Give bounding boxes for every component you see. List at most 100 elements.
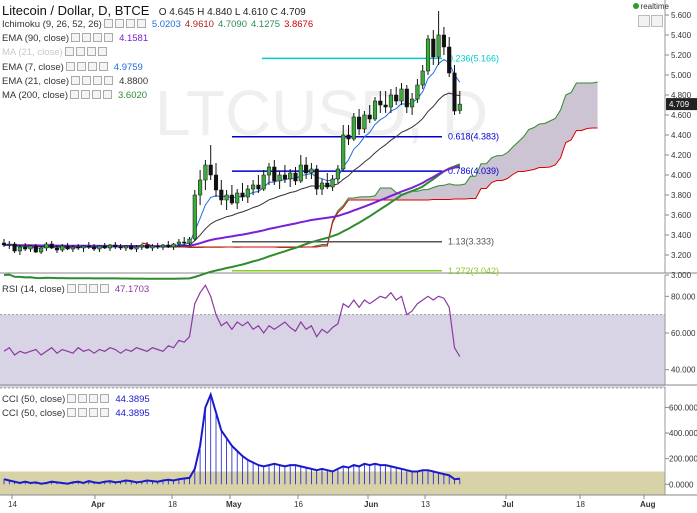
candle[interactable] (357, 109, 362, 135)
candle[interactable] (415, 79, 420, 103)
candle[interactable] (33, 244, 38, 253)
candle[interactable] (309, 163, 314, 179)
remove-icon[interactable] (136, 19, 146, 28)
close-panel-icon[interactable] (651, 15, 663, 27)
candle[interactable] (28, 245, 33, 252)
candle[interactable] (155, 243, 160, 249)
candle[interactable] (346, 125, 351, 145)
add-icon[interactable] (89, 394, 99, 403)
remove-icon[interactable] (99, 284, 109, 293)
candle[interactable] (187, 237, 192, 245)
candle[interactable] (86, 242, 91, 249)
candle[interactable] (367, 105, 372, 123)
candle[interactable] (139, 244, 144, 250)
candle[interactable] (145, 242, 150, 249)
remove-icon[interactable] (103, 90, 112, 99)
candle[interactable] (107, 244, 113, 251)
candle[interactable] (261, 170, 266, 191)
settings-icon[interactable] (71, 33, 81, 43)
candle[interactable] (70, 245, 75, 252)
add-icon[interactable] (125, 19, 135, 28)
candle[interactable] (420, 65, 425, 89)
add-icon[interactable] (88, 284, 98, 293)
candle[interactable] (203, 160, 208, 190)
eye-icon[interactable] (82, 33, 92, 43)
ma-200-line[interactable] (3, 163, 461, 280)
candle[interactable] (319, 179, 325, 195)
candle[interactable] (81, 245, 86, 252)
candle[interactable] (1, 239, 7, 247)
rsi-line[interactable] (3, 284, 461, 357)
candle[interactable] (335, 165, 340, 183)
eye-icon[interactable] (77, 284, 87, 293)
candle[interactable] (441, 27, 446, 55)
candle[interactable] (240, 183, 245, 201)
candle[interactable] (383, 91, 388, 113)
remove-icon[interactable] (100, 408, 110, 417)
indicator-row[interactable]: EMA (7, close) 4.9759 (2, 61, 143, 74)
candle[interactable] (256, 175, 261, 193)
remove-icon[interactable] (104, 33, 114, 43)
ema-90-line[interactable] (4, 165, 461, 248)
candle[interactable] (330, 175, 335, 191)
candle[interactable] (266, 163, 272, 185)
candle[interactable] (388, 89, 393, 113)
candle[interactable] (251, 180, 256, 195)
candle[interactable] (49, 241, 54, 249)
candle[interactable] (436, 11, 441, 65)
candle[interactable] (362, 111, 367, 133)
indicator-row[interactable]: EMA (90, close) 4.1581 (2, 32, 148, 45)
candle[interactable] (123, 245, 128, 251)
candle[interactable] (39, 246, 44, 254)
eye-icon[interactable] (78, 408, 88, 417)
candle[interactable] (372, 97, 378, 121)
indicator-row[interactable]: EMA (21, close) 4.8800 (2, 75, 148, 88)
cci-line[interactable] (3, 391, 460, 485)
settings-icon[interactable] (64, 47, 74, 57)
candle[interactable] (12, 242, 17, 253)
candle[interactable] (118, 244, 123, 250)
candle[interactable] (134, 245, 139, 252)
candle[interactable] (457, 91, 462, 114)
candle[interactable] (65, 243, 70, 250)
candle[interactable] (325, 173, 330, 189)
add-icon[interactable] (89, 408, 99, 417)
candle[interactable] (351, 113, 356, 141)
eye-icon[interactable] (78, 394, 88, 403)
candle[interactable] (7, 241, 12, 249)
candle[interactable] (431, 30, 436, 65)
remove-icon[interactable] (98, 61, 108, 71)
candle[interactable] (399, 83, 404, 105)
candle[interactable] (229, 185, 234, 205)
candle[interactable] (235, 189, 240, 209)
time-axis[interactable]: 14 Apr 18 May 16 Jun 13 Jul 18 Aug (8, 495, 656, 509)
eye-icon[interactable] (76, 61, 86, 71)
candle[interactable] (54, 245, 60, 253)
add-icon[interactable] (93, 75, 103, 85)
eye-icon[interactable] (75, 47, 85, 57)
candle[interactable] (452, 65, 457, 115)
cci-legend-row[interactable]: CCI (50, close) 44.3895 (2, 393, 150, 406)
remove-icon[interactable] (97, 47, 107, 57)
eye-icon[interactable] (82, 75, 92, 85)
candle[interactable] (245, 185, 250, 203)
add-icon[interactable] (87, 61, 97, 71)
candle[interactable] (288, 169, 293, 187)
indicator-row[interactable]: MA (21, close) (2, 46, 107, 59)
add-icon[interactable] (92, 90, 101, 99)
settings-icon[interactable] (103, 19, 113, 28)
cci-panel[interactable]: 600.000 400.000 200.000 0.0000 (0, 387, 697, 496)
candle[interactable] (219, 180, 224, 205)
candle[interactable] (304, 157, 309, 179)
candle[interactable] (293, 167, 298, 185)
add-icon[interactable] (86, 47, 96, 57)
candle[interactable] (378, 91, 383, 113)
candle[interactable] (150, 244, 155, 251)
settings-icon[interactable] (65, 61, 75, 71)
candle[interactable] (166, 241, 171, 248)
candle[interactable] (113, 242, 118, 249)
candle[interactable] (224, 190, 229, 210)
settings-icon[interactable] (67, 394, 77, 403)
candle[interactable] (404, 85, 409, 113)
maximize-icon[interactable] (638, 15, 650, 27)
